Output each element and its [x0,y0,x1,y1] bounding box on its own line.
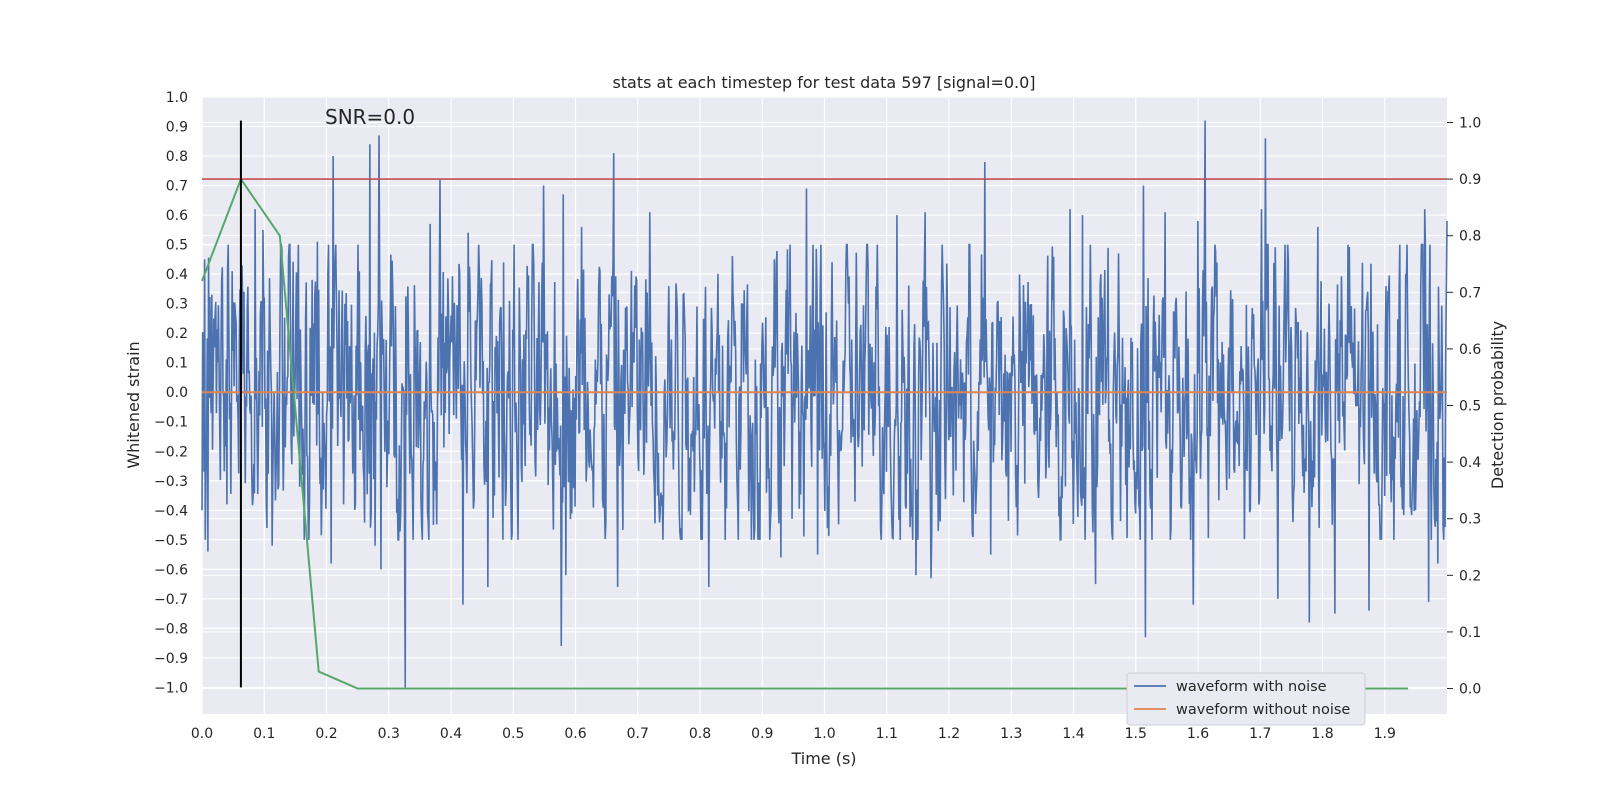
y2-tick-label: 0.9 [1459,172,1481,188]
x-tick-label: 0.9 [751,726,773,742]
y-tick-label: 0.4 [166,267,188,283]
series-layer [201,120,1448,690]
y-tick-label: 0.1 [166,356,188,372]
y-tick-label: 0.2 [166,326,188,342]
y2-tick-label: 0.4 [1459,455,1481,471]
y-tick-label: −0.6 [154,562,188,578]
y2-tick-label: 0.2 [1459,568,1481,584]
y-axis-ticks: 1.0 0.9 0.8 0.7 0.6 0.5 0.4 0.3 0.2 0.1 0.0 −0.1 −0.… [154,90,188,696]
y2-tick-label: 0.5 [1459,399,1481,415]
x-tick-label: 0.4 [440,726,462,742]
y-tick-label: −1.0 [154,680,188,696]
x-tick-label: 1.6 [1187,726,1209,742]
y-tick-label: −0.5 [154,533,188,549]
x-tick-label: 0.6 [564,726,586,742]
y-tick-label: −0.3 [154,474,188,490]
y-tick-label: 0.9 [166,120,188,136]
y-tick-label: −0.8 [154,621,188,637]
y2-tick-label: 1.0 [1459,115,1481,131]
x-tick-label: 0.7 [627,726,649,742]
x-tick-label: 1.8 [1311,726,1333,742]
y-tick-label: −0.1 [154,415,188,431]
y-tick-label: 0.6 [166,208,188,224]
y2-axis-ticks: 1.0 0.9 0.8 0.7 0.6 0.5 0.4 0.3 0.2 0.1 0.0 [1447,115,1481,698]
legend-label-clean: waveform without noise [1176,702,1350,718]
y2-tick-label: 0.1 [1459,625,1481,641]
series-waveform-with-noise [201,120,1448,688]
y-tick-label: −0.2 [154,444,188,460]
x-tick-label: 1.0 [813,726,835,742]
y-tick-label: −0.9 [154,651,188,667]
x-tick-label: 0.5 [502,726,524,742]
x-tick-label: 0.0 [191,726,213,742]
y2-axis-label: Detection probability [1488,321,1507,489]
y-tick-label: 0.5 [166,238,188,254]
legend: waveform with noise waveform without noi… [1126,672,1366,726]
x-tick-label: 1.7 [1249,726,1271,742]
y2-tick-label: 0.0 [1459,682,1481,698]
y-tick-label: 0.3 [166,297,188,313]
y-tick-label: −0.4 [154,503,188,519]
x-tick-label: 0.3 [378,726,400,742]
y-tick-label: 0.8 [166,149,188,165]
x-tick-label: 1.2 [938,726,960,742]
y2-tick-label: 0.6 [1459,342,1481,358]
x-tick-label: 0.2 [315,726,337,742]
legend-label-noise: waveform with noise [1176,679,1327,695]
legend-box [1126,672,1366,726]
y-tick-label: 0.7 [166,179,188,195]
x-tick-label: 1.5 [1125,726,1147,742]
y2-tick-label: 0.8 [1459,229,1481,245]
y-tick-label: 0.0 [166,385,188,401]
y-axis-label: Whitened strain [124,341,143,468]
x-tick-label: 0.1 [253,726,275,742]
x-tick-label: 1.9 [1374,726,1396,742]
y-tick-label: 1.0 [166,90,188,106]
snr-annotation: SNR=0.0 [325,105,415,129]
x-axis-ticks: 0.0 0.1 0.2 0.3 0.4 0.5 0.6 0.7 0.8 0.9 1.0 1.1 1.2 1… [191,726,1396,742]
y-tick-label: −0.7 [154,592,188,608]
y2-tick-label: 0.3 [1459,512,1481,528]
x-tick-label: 1.4 [1062,726,1084,742]
x-axis-label: Time (s) [790,749,856,768]
y2-tick-label: 0.7 [1459,285,1481,301]
x-tick-label: 1.3 [1000,726,1022,742]
chart-title: stats at each timestep for test data 597… [612,73,1035,92]
x-tick-label: 0.8 [689,726,711,742]
x-tick-label: 1.1 [876,726,898,742]
